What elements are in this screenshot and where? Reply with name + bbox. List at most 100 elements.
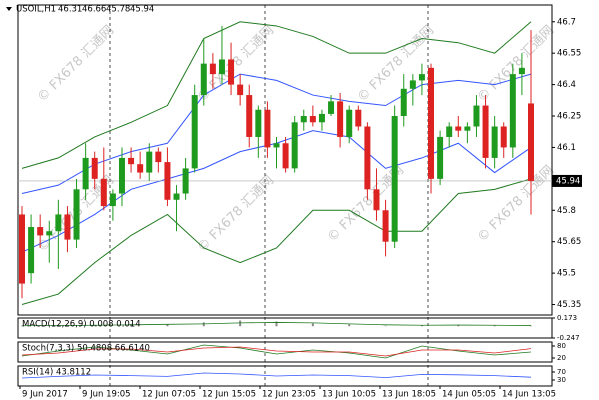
panel-tick-label: 70 (557, 368, 566, 376)
x-tick-label: 9 Jun 2017 (22, 390, 68, 400)
panel-label: RSI(14) 43.8112 (22, 368, 91, 378)
panel-tick-label: -0.247 (557, 334, 580, 342)
candle-body (64, 214, 71, 240)
y-tick-label: 46.4 (557, 80, 576, 90)
candle-body (364, 126, 371, 190)
candle-body (409, 80, 416, 89)
symbol: USOIL,H1 (16, 5, 56, 15)
candle-body (518, 67, 525, 75)
candle-body (173, 193, 180, 200)
candle-body (200, 63, 207, 96)
candle-body (155, 151, 162, 163)
candle-body (391, 116, 398, 242)
candle-body (264, 109, 271, 148)
candle-body (55, 214, 62, 232)
candle-body (28, 227, 35, 274)
panel-label: MACD(12,26,9) 0.008 0.014 (22, 320, 141, 330)
candle-body (328, 101, 335, 114)
y-tick-label: 46.55 (557, 49, 581, 59)
candle-body (228, 59, 235, 85)
candle-body (191, 95, 198, 169)
y-tick-label: 46.7 (557, 17, 576, 27)
candle-body (482, 105, 489, 158)
last-price-label: 45.94 (556, 176, 580, 186)
y-tick-label: 45.5 (557, 269, 576, 279)
candle-body (46, 231, 53, 236)
candle-body (473, 105, 480, 127)
header-value: 46.66 (82, 5, 106, 15)
band-line (21, 73, 532, 195)
candle-body (373, 189, 380, 211)
candle-body (273, 143, 280, 148)
header-value: 46.31 (58, 5, 82, 15)
candle-body (491, 126, 498, 158)
header-value: 45.94 (130, 5, 154, 15)
candle-body (455, 126, 462, 131)
candle-body (128, 157, 135, 165)
panel-tick-label: 30 (557, 376, 566, 384)
candle-body (209, 63, 216, 75)
x-tick-label: 12 Jun 07:05 (142, 390, 196, 400)
candle-body (437, 136, 444, 179)
candle-body (19, 214, 25, 284)
band-line (21, 178, 532, 306)
menu-arrow[interactable] (6, 7, 12, 11)
y-tick-label: 46.25 (557, 112, 581, 122)
candle-body (382, 210, 389, 242)
x-tick-label: 9 Jun 19:05 (82, 390, 131, 400)
panel-tick-label: 80 (557, 342, 566, 350)
candle-body (218, 59, 225, 75)
candle-body (37, 227, 44, 236)
candle-body (418, 74, 425, 81)
candle-body (309, 116, 316, 123)
candle-body (255, 109, 262, 137)
candle-body (528, 103, 534, 181)
indicator-line (21, 346, 532, 357)
x-tick-label: 14 Jun 13:05 (502, 390, 556, 400)
candle-body (318, 113, 325, 123)
candle-body (82, 157, 89, 190)
panel-tick-label: 20 (557, 354, 566, 362)
panel-frame (17, 341, 553, 363)
candle-body (109, 193, 116, 207)
candle-body (509, 74, 516, 148)
candle-body (100, 178, 107, 207)
panel-label: Stoch(7,3,3) 50.4808 66.6140 (22, 344, 150, 354)
candle-body (246, 95, 253, 137)
x-tick-label: 13 Jun 10:05 (322, 390, 376, 400)
band-line (21, 21, 532, 169)
panel-frame (17, 317, 553, 339)
y-tick-label: 45.65 (557, 237, 581, 247)
candle-body (337, 101, 344, 137)
x-tick-label: 12 Jun 23:05 (262, 390, 316, 400)
candle-body (73, 189, 80, 240)
x-tick-label: 12 Jun 15:05 (202, 390, 256, 400)
candle-body (237, 84, 244, 96)
candle-body (291, 122, 298, 169)
candle-body (464, 126, 471, 131)
y-tick-label: 46.1 (557, 143, 576, 153)
candle-body (91, 157, 98, 179)
main-frame (17, 4, 553, 316)
x-tick-label: 13 Jun 18:05 (382, 390, 436, 400)
panel-tick-label: 0.173 (557, 314, 577, 322)
candle-body (118, 157, 125, 194)
indicator-line (21, 322, 532, 327)
last-price-box (552, 174, 582, 187)
candle-body (164, 162, 171, 200)
indicator-line (21, 344, 532, 359)
candle-body (428, 67, 435, 179)
candle-body (146, 151, 153, 173)
candle-body (346, 109, 353, 137)
candle-body (182, 168, 189, 194)
candle-body (137, 164, 144, 173)
x-tick-label: 14 Jun 05:05 (442, 390, 496, 400)
candle-body (400, 88, 407, 117)
candle-body (282, 143, 289, 169)
indicator-line (21, 372, 532, 379)
candle-body (500, 126, 507, 148)
candle-body (446, 126, 453, 137)
panel-frame (17, 365, 553, 387)
